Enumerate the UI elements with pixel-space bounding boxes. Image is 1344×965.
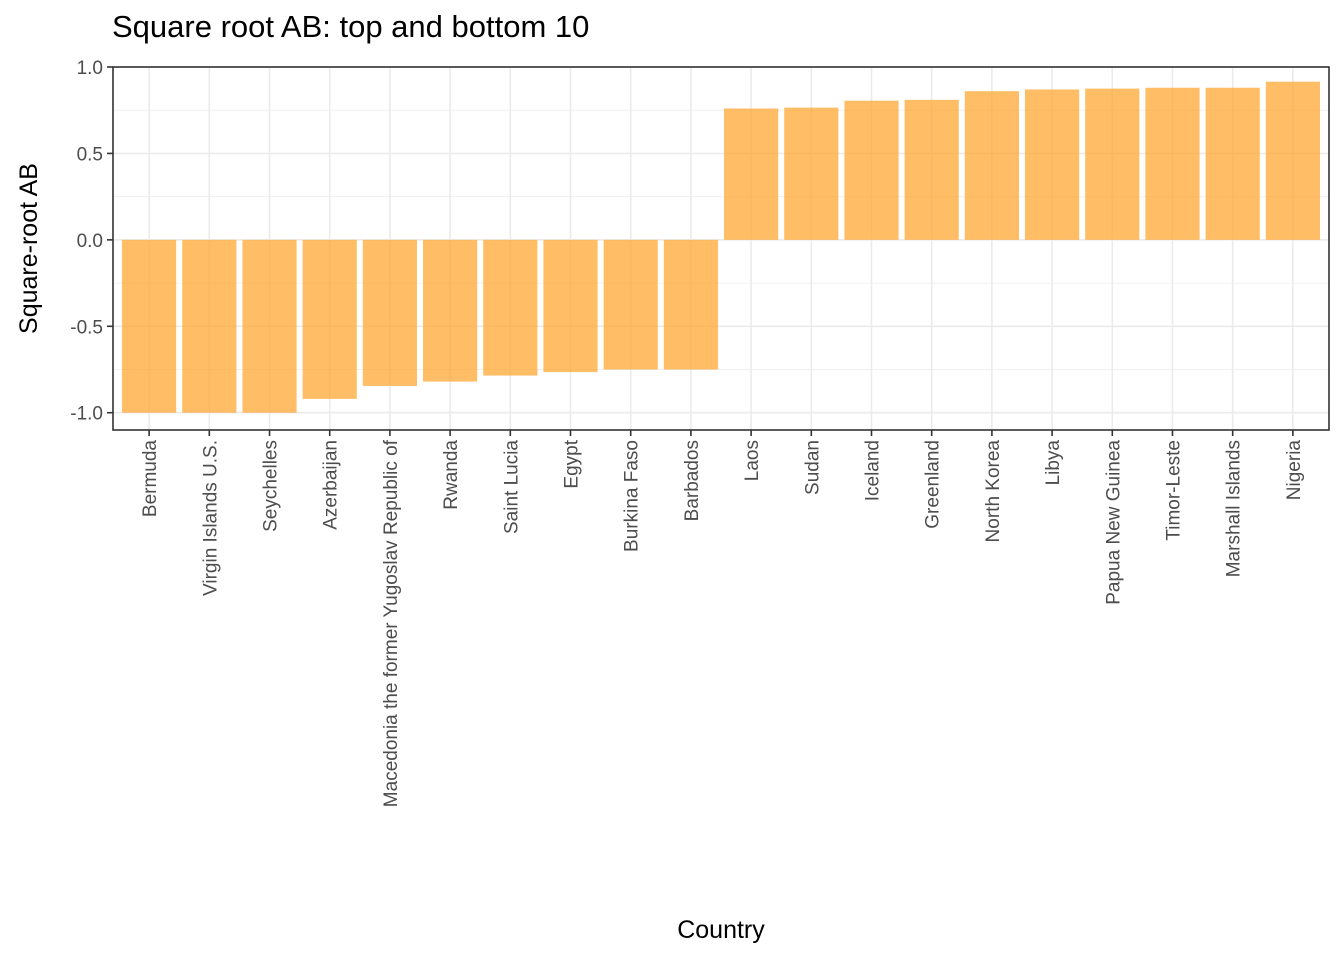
x-tick-label: Greenland <box>923 440 944 529</box>
x-tick-label: Papua New Guinea <box>1103 440 1124 605</box>
bar <box>663 239 718 370</box>
x-tick-label: Seychelles <box>261 440 282 532</box>
bar <box>122 239 177 413</box>
x-tick-label: Timor-Leste <box>1163 440 1184 541</box>
bar <box>483 239 538 376</box>
bar <box>1145 87 1200 240</box>
bar <box>1025 89 1080 240</box>
bar <box>423 239 478 382</box>
bar <box>964 91 1019 240</box>
x-axis-title: Country <box>677 916 765 944</box>
bar <box>1265 81 1320 240</box>
bar <box>784 107 839 240</box>
bar <box>543 239 598 373</box>
x-tick-label: Laos <box>742 440 763 481</box>
y-tick-label: 0.0 <box>77 231 103 252</box>
y-tick-label: -0.5 <box>70 317 103 338</box>
x-tick-label: Barbados <box>682 440 703 521</box>
chart-title: Square root AB: top and bottom 10 <box>112 9 590 44</box>
bar <box>1085 88 1140 240</box>
x-tick-label: Rwanda <box>441 440 462 510</box>
x-tick-label: Nigeria <box>1284 440 1305 501</box>
x-tick-label: Sudan <box>802 440 823 495</box>
x-tick-label: Marshall Islands <box>1224 440 1245 577</box>
y-tick-label: -1.0 <box>70 404 103 425</box>
bar <box>302 239 357 399</box>
y-tick-label: 0.5 <box>77 144 103 165</box>
plot-border <box>112 66 1330 431</box>
x-tick-label: Egypt <box>562 439 583 488</box>
x-tick-label: Macedonia the former Yugoslav Republic o… <box>381 439 402 807</box>
x-tick-label: Saint Lucia <box>501 440 522 534</box>
x-tick-label: Burkina Faso <box>622 440 643 552</box>
x-tick-label: Bermuda <box>140 440 161 518</box>
bar <box>603 239 658 370</box>
bar <box>844 100 899 240</box>
x-tick-label: Iceland <box>862 440 883 501</box>
bar <box>724 108 779 240</box>
x-tick-label: Azerbaijan <box>321 440 342 530</box>
bar <box>242 239 297 413</box>
y-axis-title: Square-root AB <box>15 163 43 334</box>
x-tick-label: Virgin Islands U.S. <box>200 440 221 596</box>
x-tick-label: North Korea <box>983 440 1004 543</box>
x-tick-label: Libya <box>1043 440 1064 486</box>
bar <box>1205 87 1260 240</box>
bar <box>182 239 237 413</box>
bar <box>904 99 959 240</box>
bar <box>362 239 417 386</box>
y-tick-label: 1.0 <box>77 58 103 79</box>
